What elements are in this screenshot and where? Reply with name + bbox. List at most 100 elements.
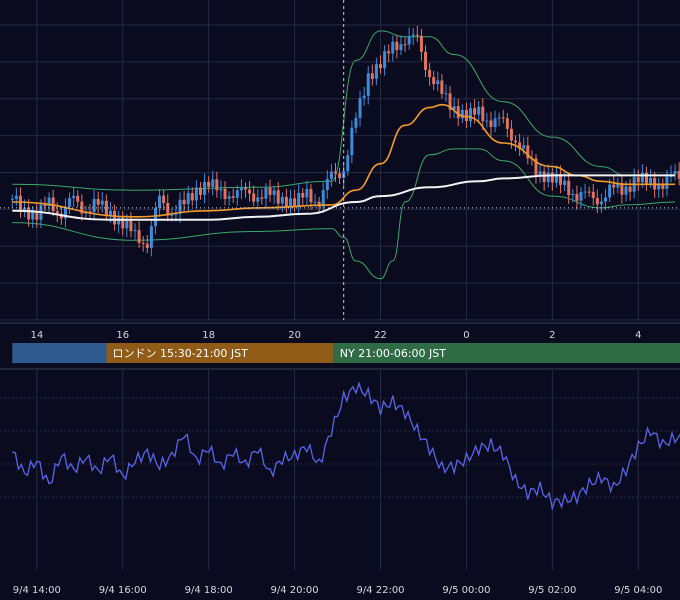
candle-body [288, 198, 292, 208]
candle-body [235, 190, 239, 198]
candle-body [526, 145, 530, 159]
candle-body [608, 184, 612, 198]
candle-body [407, 36, 411, 45]
candle-body [260, 197, 264, 199]
candle-body [309, 189, 313, 203]
candle-body [657, 184, 661, 190]
candle-body [207, 181, 211, 187]
candle-body [198, 187, 202, 195]
candle-body [35, 211, 39, 220]
candle-body [14, 195, 18, 200]
candle-body [350, 127, 354, 156]
oscillator-tick-label: 9/4 22:00 [356, 585, 404, 596]
candle-body [264, 187, 268, 199]
candle-body [550, 172, 554, 183]
candle-body [104, 200, 108, 216]
candles [10, 25, 680, 257]
candle-body [305, 189, 309, 198]
candle-body [153, 208, 157, 227]
candle-body [76, 195, 80, 202]
oscillator-grid [0, 370, 680, 570]
candle-body [391, 41, 395, 54]
candle-body [117, 217, 121, 225]
candle-body [665, 176, 669, 189]
session-label: ロンドン 15:30-21:00 JST [113, 347, 249, 360]
candle-body [108, 210, 112, 216]
candle-body [395, 41, 399, 51]
candle-body [333, 171, 337, 174]
candle-body [452, 106, 456, 110]
candle-body [419, 35, 423, 52]
candle-body [268, 187, 272, 195]
session-label: NY 21:00-06:00 JST [340, 347, 447, 360]
session-block [333, 343, 680, 363]
candle-body [403, 44, 407, 46]
candle-body [47, 197, 51, 207]
candle-body [346, 155, 350, 172]
candle-body [223, 188, 227, 199]
candle-body [338, 173, 342, 179]
candle-body [293, 198, 297, 208]
candle-body [243, 187, 247, 190]
candle-body [362, 95, 366, 99]
candle-body [27, 207, 31, 220]
candle-body [23, 207, 27, 212]
candle-body [428, 69, 432, 78]
candle-body [387, 51, 391, 54]
candle-body [477, 106, 481, 115]
candle-body [661, 184, 665, 189]
candle-body [460, 110, 464, 119]
price-tick-label: 4 [635, 330, 641, 341]
candle-body [366, 73, 370, 96]
candle-body [10, 199, 14, 201]
candle-body [604, 197, 608, 202]
candle-body [158, 195, 162, 209]
candle-body [591, 191, 595, 199]
candle-body [514, 140, 518, 143]
candle-body [231, 196, 235, 198]
candle-body [354, 117, 358, 128]
candle-body [595, 198, 599, 205]
oscillator-line [12, 381, 680, 512]
candle-body [436, 80, 440, 85]
candle-body [444, 93, 448, 95]
candle-body [440, 80, 444, 94]
candle-body [174, 213, 178, 215]
candle-body [280, 196, 284, 204]
candle-body [194, 187, 198, 201]
candle-body [571, 193, 575, 196]
candle-body [113, 210, 117, 225]
candle-body [464, 110, 468, 121]
series-bollinger_upper [12, 30, 676, 191]
price-tick-label: 2 [549, 330, 555, 341]
candle-body [68, 198, 72, 207]
bollinger-bands [12, 30, 676, 280]
price-tick-label: 18 [202, 330, 215, 341]
series-oscillator [12, 381, 680, 512]
candle-body [546, 172, 550, 182]
candle-body [636, 177, 640, 183]
candle-body [178, 199, 182, 214]
candle-body [141, 242, 145, 244]
candle-body [211, 179, 215, 187]
candle-body [493, 118, 497, 128]
candle-body [579, 191, 583, 201]
candle-body [542, 171, 546, 182]
candle-body [301, 192, 305, 198]
candle-body [133, 230, 137, 232]
candle-body [43, 204, 47, 207]
price-extras [0, 0, 680, 320]
price-tick-label: 20 [288, 330, 301, 341]
series-ma_slow [12, 174, 676, 221]
candle-body [509, 128, 513, 141]
candle-body [485, 120, 489, 122]
candle-body [121, 217, 125, 229]
candle-body [88, 211, 92, 213]
candle-body [538, 171, 542, 175]
candle-body [166, 202, 170, 216]
session-block [106, 343, 334, 363]
price-tick-label: 14 [30, 330, 43, 341]
candle-body [227, 196, 231, 199]
oscillator-tick-label: 9/4 14:00 [13, 585, 61, 596]
